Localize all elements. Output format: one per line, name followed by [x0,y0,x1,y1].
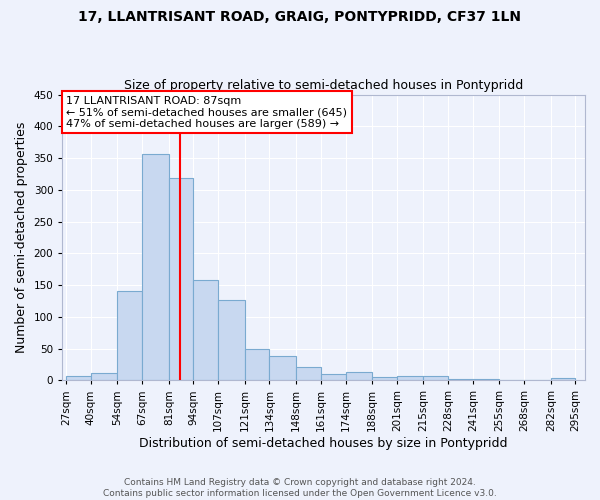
Bar [473,379,499,380]
Bar [372,377,397,380]
Bar [346,372,372,380]
Title: Size of property relative to semi-detached houses in Pontypridd: Size of property relative to semi-detach… [124,79,523,92]
Bar [91,372,118,380]
Y-axis label: Number of semi-detached properties: Number of semi-detached properties [15,122,28,353]
X-axis label: Distribution of semi-detached houses by size in Pontypridd: Distribution of semi-detached houses by … [139,437,508,450]
Bar [397,376,424,380]
Bar [169,178,193,380]
Bar [269,356,296,380]
Bar [296,367,321,380]
Bar [218,300,245,380]
Text: 17, LLANTRISANT ROAD, GRAIG, PONTYPRIDD, CF37 1LN: 17, LLANTRISANT ROAD, GRAIG, PONTYPRIDD,… [79,10,521,24]
Bar [321,374,346,380]
Text: 17 LLANTRISANT ROAD: 87sqm
← 51% of semi-detached houses are smaller (645)
47% o: 17 LLANTRISANT ROAD: 87sqm ← 51% of semi… [66,96,347,129]
Bar [193,280,218,380]
Bar [551,378,575,380]
Bar [448,379,473,380]
Bar [66,376,91,380]
Bar [245,348,269,380]
Bar [424,376,448,380]
Bar [142,154,169,380]
Text: Contains HM Land Registry data © Crown copyright and database right 2024.
Contai: Contains HM Land Registry data © Crown c… [103,478,497,498]
Bar [118,292,142,380]
